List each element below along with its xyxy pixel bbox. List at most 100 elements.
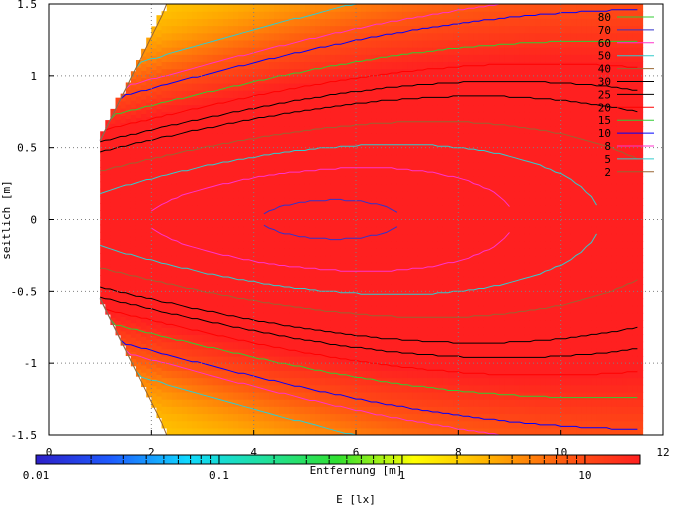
heatmap-cell (309, 54, 316, 63)
heatmap-cell (489, 241, 495, 249)
heatmap-cell (422, 391, 429, 400)
heatmap-cell (289, 176, 296, 185)
heatmap-cell (182, 370, 188, 379)
heatmap-cell (166, 219, 173, 228)
heatmap-cell (253, 298, 260, 307)
heatmap-cell (350, 18, 357, 27)
heatmap-cell (187, 420, 193, 429)
heatmap-cell (171, 111, 178, 120)
heatmap-cell (130, 135, 137, 144)
heatmap-cell (402, 298, 408, 307)
heatmap-cell (315, 320, 321, 328)
heatmap-cell (448, 284, 454, 292)
heatmap-cell (135, 153, 142, 162)
heatmap-cell (320, 154, 326, 163)
heatmap-cell (366, 176, 372, 185)
heatmap-cell (340, 183, 347, 192)
heatmap-cell (391, 391, 398, 400)
heatmap-cell (453, 25, 459, 34)
heatmap-cell (519, 147, 526, 156)
heatmap-cell (381, 413, 388, 422)
heatmap-cell (228, 341, 234, 350)
heatmap-cell (509, 162, 516, 170)
heatmap-cell (243, 4, 250, 12)
heatmap-cell (529, 147, 536, 156)
heatmap-cell (156, 403, 163, 411)
heatmap-cell (325, 61, 332, 70)
heatmap-cell (540, 90, 546, 98)
heatmap-cell (212, 97, 219, 106)
heatmap-cell (371, 399, 378, 407)
heatmap-cell (402, 291, 408, 300)
heatmap-cell (279, 262, 285, 271)
heatmap-cell (161, 39, 168, 48)
heatmap-cell (529, 377, 536, 386)
heatmap-cell (192, 147, 198, 156)
heatmap-cell (442, 11, 449, 19)
heatmap-cell (135, 182, 142, 190)
heatmap-cell (289, 140, 296, 149)
heatmap-cell (120, 136, 127, 145)
heatmap-cell (453, 255, 459, 264)
heatmap-cell (432, 83, 439, 91)
heatmap-cell (171, 284, 178, 292)
heatmap-cell (417, 219, 424, 228)
heatmap-cell (233, 126, 239, 134)
heatmap-cell (197, 334, 204, 343)
heatmap-cell (187, 154, 193, 163)
heatmap-cell (371, 111, 378, 120)
heatmap-cell (345, 190, 352, 199)
heatmap-cell (279, 90, 285, 98)
heatmap-cell (238, 320, 245, 328)
heatmap-cell (309, 226, 316, 235)
heatmap-cell (197, 320, 204, 328)
heatmap-cell (381, 341, 388, 350)
heatmap-cell (269, 241, 275, 249)
heatmap-cell (407, 320, 413, 328)
heatmap-cell (228, 255, 234, 264)
heatmap-cell (402, 205, 408, 213)
heatmap-cell (535, 183, 541, 192)
heatmap-cell (243, 197, 250, 206)
heatmap-cell (417, 384, 424, 393)
heatmap-cell (289, 90, 296, 98)
heatmap-cell (289, 111, 296, 120)
heatmap-cell (442, 111, 449, 120)
heatmap-cell (427, 413, 434, 422)
heatmap-cell (519, 377, 526, 386)
heatmap-cell (141, 163, 147, 172)
heatmap-cell (412, 197, 419, 206)
heatmap-cell (325, 320, 332, 328)
heatmap-cell (529, 262, 536, 271)
heatmap-cell (330, 276, 337, 285)
heatmap-cell (381, 363, 388, 371)
heatmap-cell (489, 255, 495, 264)
heatmap-cell (422, 384, 429, 393)
heatmap-cell (330, 312, 337, 321)
heatmap-cell (529, 154, 536, 163)
heatmap-cell (427, 219, 434, 228)
heatmap-cell (166, 284, 173, 292)
heatmap-cell (105, 299, 112, 308)
heatmap-cell (156, 230, 163, 239)
heatmap-cell (284, 341, 291, 350)
heatmap-cell (151, 76, 158, 85)
heatmap-cell (228, 284, 234, 292)
heatmap-cell (289, 4, 296, 12)
heatmap-cell (432, 183, 439, 192)
heatmap-cell (228, 133, 234, 142)
heatmap-cell (192, 154, 198, 163)
heatmap-cell (238, 233, 245, 242)
heatmap-cell (238, 226, 245, 235)
heatmap-cell (437, 298, 444, 307)
heatmap-cell (417, 18, 424, 27)
heatmap-cell (499, 391, 505, 400)
heatmap-cell (289, 61, 296, 70)
heatmap-cell (412, 90, 419, 98)
heatmap-cell (309, 39, 316, 48)
heatmap-cell (309, 384, 316, 393)
heatmap-cell (402, 32, 408, 41)
heatmap-cell (535, 68, 541, 77)
heatmap-cell (325, 284, 332, 292)
